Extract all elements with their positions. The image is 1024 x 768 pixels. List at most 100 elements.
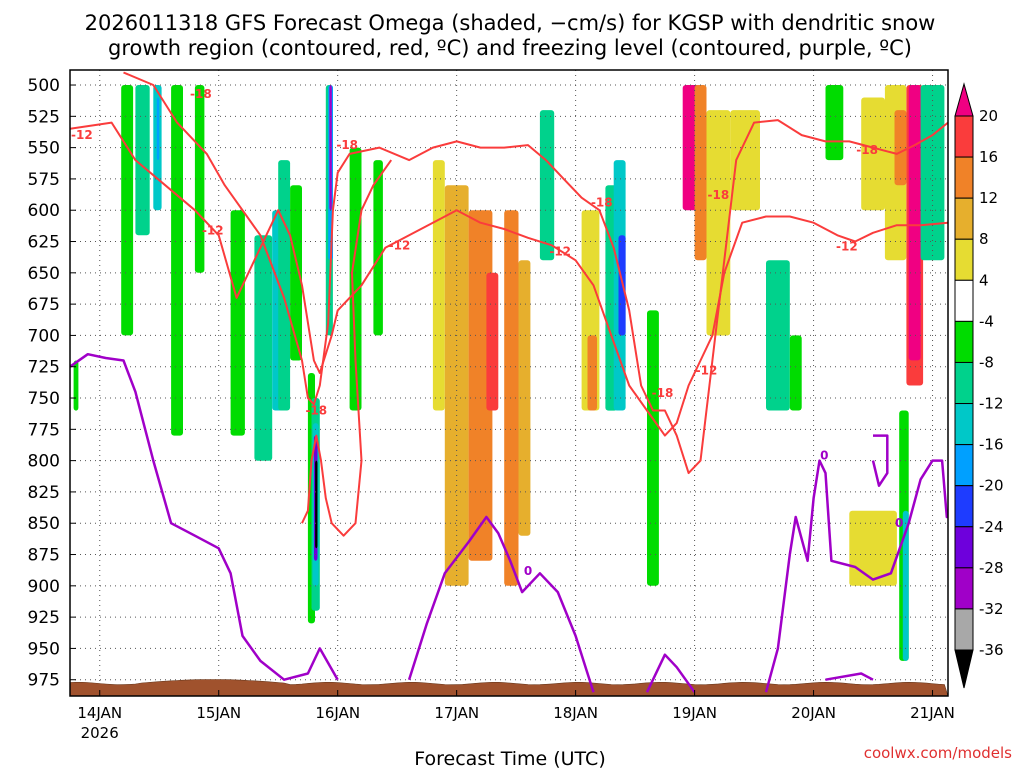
y-tick-label: 950 bbox=[28, 639, 60, 659]
x-tick-label: 19JAN bbox=[672, 704, 717, 722]
colorbar-segment bbox=[954, 156, 974, 199]
omega-cell-pos20 bbox=[908, 85, 921, 361]
y-tick-label: 825 bbox=[28, 483, 60, 503]
omega-cell-neg4 bbox=[290, 185, 302, 361]
y-tick-label: 650 bbox=[28, 264, 60, 284]
omega-cell-neg8 bbox=[920, 85, 945, 261]
contour-label: 0 bbox=[820, 449, 828, 463]
contour-label: -18 bbox=[708, 188, 730, 202]
contour-lines bbox=[70, 71, 948, 693]
y-tick-label: 575 bbox=[28, 170, 60, 190]
y-axis: 500 525 550 575 600 625 650 675 700 725 750 775 800 8… bbox=[28, 76, 76, 691]
colorbar-tick-label: 8 bbox=[979, 230, 989, 248]
omega-cell-neg36 bbox=[315, 460, 318, 549]
freezing-level-contour bbox=[871, 434, 889, 487]
omega-cell-pos4 bbox=[706, 110, 731, 336]
x-tick-label: 15JAN bbox=[196, 704, 241, 722]
colorbar-tick-label: 16 bbox=[979, 148, 998, 166]
dendritic-contour-minus18-low bbox=[301, 159, 393, 537]
chart-title-line-1: 2026011318 GFS Forecast Omega (shaded, −… bbox=[85, 11, 936, 35]
omega-cell-neg4 bbox=[825, 85, 844, 161]
omega-cell-neg4 bbox=[373, 160, 383, 336]
contour-label: -12 bbox=[696, 364, 718, 378]
omega-cell-neg16 bbox=[156, 97, 160, 161]
contour-label: -18 bbox=[591, 196, 613, 210]
y-tick-label: 900 bbox=[28, 577, 60, 597]
colorbar-segment bbox=[954, 197, 974, 240]
omega-cell-neg4 bbox=[121, 85, 134, 336]
y-tick-label: 925 bbox=[28, 608, 60, 628]
omega-cell-neg4 bbox=[647, 310, 659, 586]
y-tick-label: 725 bbox=[28, 358, 60, 378]
y-tick-label: 625 bbox=[28, 233, 60, 253]
colorbar-tick-label: -32 bbox=[979, 600, 1004, 618]
dendritic-contour-minus12 bbox=[70, 121, 948, 437]
y-tick-label: 675 bbox=[28, 295, 60, 315]
omega-cell-pos16 bbox=[486, 272, 499, 411]
x-tick-label: 21JAN bbox=[910, 704, 955, 722]
contour-label: -12 bbox=[71, 128, 93, 142]
omega-cell-neg4 bbox=[194, 85, 205, 273]
y-tick-label: 700 bbox=[28, 326, 60, 346]
colorbar-tick-label: -12 bbox=[979, 395, 1004, 413]
colorbar-tick-label: -20 bbox=[979, 477, 1004, 495]
plot-frame bbox=[69, 69, 949, 697]
x-axis-label: Forecast Time (UTC) bbox=[414, 748, 605, 768]
x-axis: 14JAN 2026 15JAN 16JAN 17JAN 18JAN 19JAN 20JAN 2… bbox=[77, 690, 955, 742]
colorbar-segment bbox=[954, 567, 974, 610]
terrain-surface bbox=[70, 679, 948, 696]
colorbar-segment bbox=[954, 526, 974, 569]
colorbar-segment bbox=[954, 608, 974, 651]
colorbar-tick-label: 4 bbox=[979, 271, 989, 289]
omega-cell-pos8 bbox=[518, 260, 531, 536]
omega-cell-neg4 bbox=[349, 147, 362, 411]
colorbar-tick-label: -28 bbox=[979, 559, 1004, 577]
colorbar-tick-label: -16 bbox=[979, 436, 1004, 454]
contour-label: -12 bbox=[836, 240, 858, 254]
omega-cell-pos12 bbox=[504, 210, 519, 586]
y-tick-label: 800 bbox=[28, 452, 60, 472]
omega-cell-neg8 bbox=[766, 260, 790, 411]
omega-cell-neg4 bbox=[789, 335, 802, 411]
freezing-level-contour bbox=[407, 515, 595, 693]
y-tick-label: 875 bbox=[28, 546, 60, 566]
x-tick-label: 20JAN bbox=[791, 704, 836, 722]
contour-label: -12 bbox=[202, 223, 224, 237]
contour-label: 0 bbox=[524, 564, 532, 578]
omega-cell-pos4 bbox=[730, 110, 760, 211]
contour-label: 0 bbox=[895, 516, 903, 530]
colorbar-tick-label: 20 bbox=[979, 107, 998, 125]
contour-labels: -18 -12 -12 -18 -18 -12 -12 -18 -18 -12 -18 -18 -12 0… bbox=[71, 87, 903, 578]
contour-label: -18 bbox=[190, 87, 212, 101]
contour-label: -18 bbox=[336, 138, 358, 152]
omega-cell-neg8 bbox=[539, 110, 555, 261]
colorbar-tick-label: -24 bbox=[979, 518, 1004, 536]
freezing-level-contour bbox=[825, 672, 874, 681]
x-tick-sublabel: 2026 bbox=[81, 724, 119, 742]
y-tick-label: 600 bbox=[28, 201, 60, 221]
x-tick-label: 14JAN bbox=[77, 704, 122, 722]
y-tick-label: 775 bbox=[28, 420, 60, 440]
credit-text: coolwx.com/models bbox=[864, 744, 1012, 762]
colorbar-segment bbox=[954, 279, 974, 322]
colorbar-segment bbox=[954, 403, 974, 446]
contour-label: -18 bbox=[652, 386, 674, 400]
omega-cell-pos12 bbox=[587, 335, 597, 411]
omega-cell-neg4 bbox=[230, 210, 245, 436]
freezing-level-contour bbox=[70, 352, 339, 681]
colorbar-segment bbox=[954, 115, 974, 158]
colorbar-segment bbox=[954, 444, 974, 487]
y-tick-label: 550 bbox=[28, 139, 60, 159]
colorbar-segment bbox=[954, 485, 974, 528]
y-tick-label: 850 bbox=[28, 514, 60, 534]
contour-label: -12 bbox=[549, 245, 571, 259]
terrain bbox=[70, 679, 948, 696]
contour-label: -18 bbox=[305, 404, 327, 418]
omega-cell-neg8 bbox=[254, 235, 273, 461]
colorbar-bottom-arrow bbox=[954, 649, 974, 689]
x-tick-label: 18JAN bbox=[553, 704, 598, 722]
omega-shading bbox=[73, 85, 945, 661]
omega-cell-neg4 bbox=[73, 360, 79, 411]
omega-cell-pos4 bbox=[861, 97, 885, 211]
